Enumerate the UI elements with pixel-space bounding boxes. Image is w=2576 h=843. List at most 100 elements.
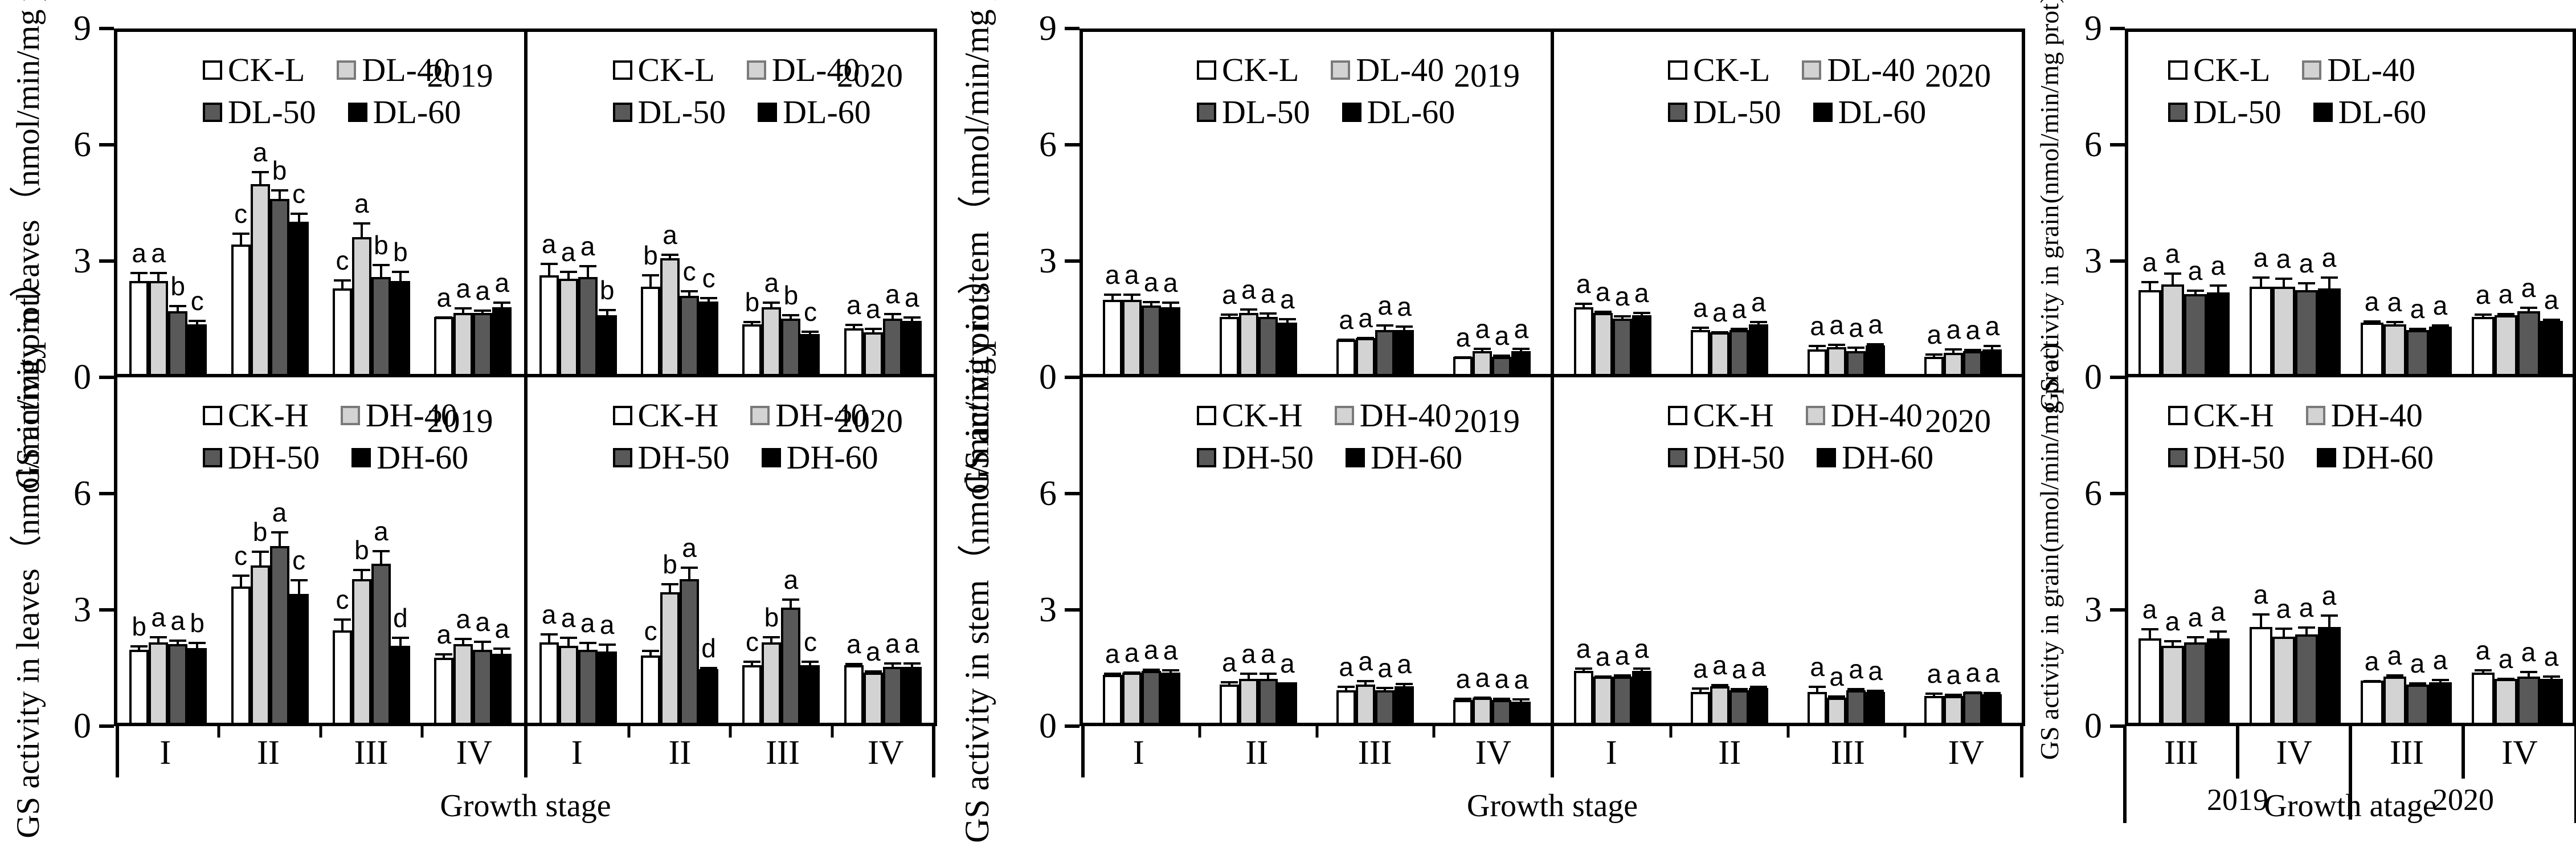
error-bar	[2186, 290, 2204, 296]
error-bar-cap	[1964, 691, 1982, 694]
error-bar	[2164, 640, 2181, 649]
legend-label: CK-H	[228, 397, 309, 434]
error-bar-cap	[864, 327, 882, 330]
bar-dh-50: a	[680, 535, 700, 723]
sig-letter: a	[2299, 249, 2314, 279]
error-bar	[2275, 277, 2292, 289]
sig-letter: a	[2364, 287, 2379, 316]
bar-dl-40: a	[1238, 276, 1258, 374]
error-bar-line	[399, 270, 402, 283]
legend-label: DH-40	[365, 397, 457, 434]
bar-dl-50: a	[1258, 280, 1278, 374]
legend-swatch-DL-60	[2313, 103, 2333, 122]
error-bar-line	[2527, 307, 2530, 313]
error-bar	[2431, 679, 2449, 685]
legend-label: DL-50	[1222, 93, 1310, 131]
bar-dh-50: a	[2517, 639, 2540, 723]
x-tick	[1786, 723, 1789, 738]
bar-dl-60: c	[800, 299, 820, 374]
error-bar-cap	[1945, 693, 1962, 696]
sig-letter: a	[354, 189, 369, 218]
error-bar	[1123, 294, 1140, 302]
sig-letter: a	[1124, 260, 1139, 290]
error-bar-cap	[1828, 344, 1846, 347]
error-bar-line	[2481, 669, 2484, 675]
error-bar-line	[1972, 349, 1974, 353]
error-bar	[130, 645, 148, 653]
error-bar-cap	[150, 271, 167, 274]
bar-dh-60: a	[1511, 666, 1531, 723]
error-bar	[1749, 686, 1767, 691]
error-bar-cap	[1338, 685, 1355, 688]
error-bar-line	[2504, 312, 2507, 317]
error-bar-line	[567, 270, 570, 282]
y-tick	[99, 492, 114, 495]
error-bar-line	[1247, 672, 1250, 681]
bar-dh-60: a	[1866, 658, 1886, 723]
y-axis-unit-line: （nmol/min/mg prot）	[10, 265, 47, 568]
error-bar	[1162, 669, 1179, 675]
sig-letter: a	[1712, 650, 1727, 681]
error-bar	[700, 297, 718, 304]
error-bar	[271, 189, 288, 202]
error-bar	[232, 233, 250, 247]
legend-item-CK-L: CK-L	[203, 54, 305, 87]
legend-label: DH-60	[377, 439, 469, 476]
error-bar-line	[379, 549, 382, 566]
legend-swatch-DL-40	[1331, 60, 1351, 80]
bar-ck-l: a	[1102, 262, 1122, 374]
bar-ck-l: a	[1924, 321, 1944, 374]
error-bar-line	[1855, 347, 1858, 353]
error-bar	[1633, 311, 1650, 317]
legend-row: DH-50 DH-60	[1668, 441, 1933, 474]
error-bar	[1396, 325, 1413, 333]
error-bar-line	[1228, 313, 1230, 319]
y-tick-label: 0	[1039, 707, 1057, 746]
error-bar-cap	[1691, 327, 1709, 329]
error-bar-line	[852, 324, 855, 331]
error-bar	[559, 637, 577, 649]
legend-swatch-CK-L	[2168, 60, 2187, 80]
plot-box-leaves-0: CK-L DL-40 DL-50 DL-60 2019 a a b c c a b c c a b b a a a a C…	[114, 28, 937, 389]
bar-dh-60: a	[597, 612, 617, 723]
error-bar	[763, 636, 780, 645]
chart-row-stem-1: 6 3 0 CK-H DH-40 DH-50 DH-60 2019 a a a a a a a a a a a a a a…	[1017, 377, 2025, 777]
sig-letter: b	[190, 608, 205, 638]
legend-row: DL-50 DL-60	[612, 96, 871, 129]
bar-dh-40: b	[762, 604, 782, 723]
subpanel-grain-0: CK-L DL-40 DL-50 DL-60 a a a a a a a a a a a a a a a a	[2128, 32, 2573, 400]
y-tick	[99, 376, 114, 379]
error-bar-line	[2194, 636, 2197, 645]
y-tick-label: 9	[73, 9, 91, 48]
bar-ck-h: a	[2249, 581, 2272, 723]
bar-dh-40: a	[1593, 644, 1613, 723]
error-bar-line	[177, 639, 179, 646]
error-bar	[2520, 670, 2537, 679]
sig-letter: a	[2276, 243, 2291, 274]
error-bar-cap	[1376, 324, 1394, 327]
sig-letter: c	[336, 585, 349, 615]
sig-letter: b	[599, 275, 615, 306]
legend-item-DH-50: DH-50	[1197, 441, 1314, 474]
sig-letter: a	[1829, 662, 1844, 692]
bar-ck-h: b	[129, 613, 149, 723]
bar-dl-40: a	[660, 222, 680, 374]
plot-box-leaves-1: CK-H DH-40 DH-50 DH-60 2019 b a a b c b a c c b a d a a a a C…	[114, 377, 937, 777]
error-bar-line	[2282, 627, 2285, 639]
error-bar	[1474, 348, 1491, 353]
error-bar-cap	[2186, 636, 2204, 638]
y-tick-label: 0	[1039, 358, 1057, 397]
sig-letter: c	[234, 199, 248, 229]
error-bar-line	[501, 647, 504, 656]
axis-extension	[2020, 723, 2023, 777]
error-bar-cap	[763, 636, 780, 638]
x-tick-label-stage-III: III	[2390, 734, 2424, 771]
error-bar-cap	[1512, 348, 1530, 350]
error-bar-cap	[598, 309, 616, 312]
error-bar-cap	[540, 263, 558, 266]
legend: CK-H DH-40 DH-50 DH-60	[203, 399, 468, 474]
bar-dh-60: a	[2206, 598, 2230, 723]
y-axis-title-line: GS activity in grain	[2034, 553, 2064, 760]
error-bar	[1711, 331, 1728, 335]
